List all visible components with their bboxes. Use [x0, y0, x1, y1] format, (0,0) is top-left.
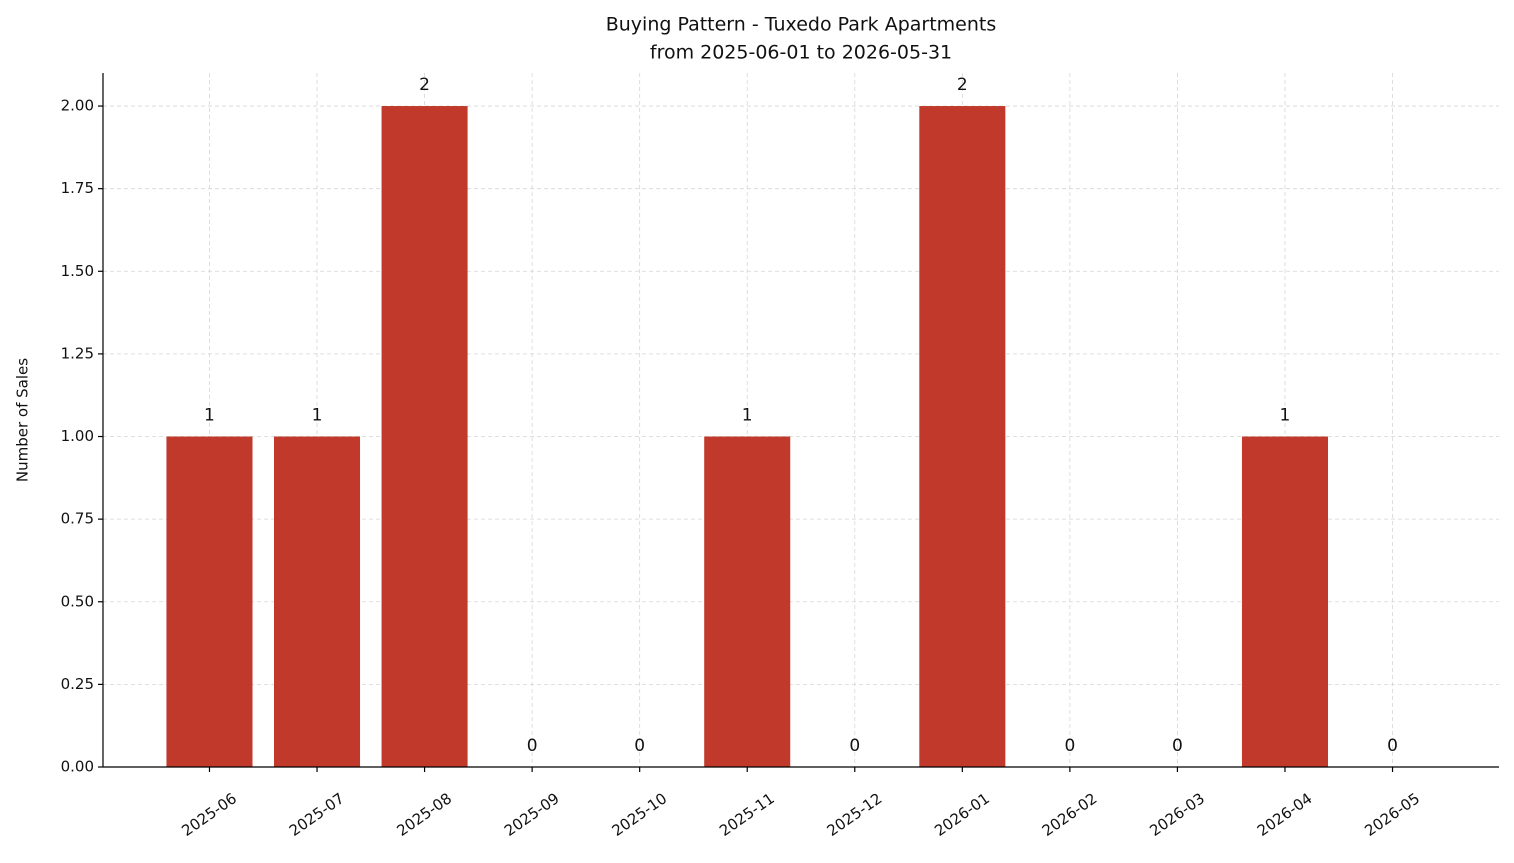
value-label: 1 [1280, 406, 1291, 426]
x-tick-label: 2025-08 [393, 789, 455, 840]
y-tick-label: 2.00 [61, 97, 94, 115]
y-tick-label: 1.75 [61, 179, 94, 197]
y-tick-label: 1.25 [61, 344, 94, 362]
x-tick-label: 2025-09 [501, 789, 563, 840]
x-tick-label: 2026-03 [1146, 789, 1208, 840]
chart-title: Buying Pattern - Tuxedo Park Apartments [606, 14, 997, 36]
bar [704, 436, 791, 767]
x-tick-label: 2025-07 [286, 789, 348, 840]
bar [166, 436, 253, 767]
value-label: 0 [1387, 736, 1398, 756]
y-axis-label: Number of Sales [14, 358, 32, 482]
value-label: 0 [634, 736, 645, 756]
x-tick-label: 2025-12 [824, 789, 886, 840]
bar [381, 106, 468, 768]
bar [1241, 436, 1328, 767]
value-label: 0 [849, 736, 860, 756]
x-tick-label: 2025-06 [178, 789, 240, 840]
y-tick-label: 0.50 [61, 592, 94, 610]
chart-subtitle: from 2025-06-01 to 2026-05-31 [650, 42, 952, 64]
bar [274, 436, 361, 767]
y-tick-label: 1.50 [61, 262, 94, 280]
value-label: 0 [527, 736, 538, 756]
x-tick-label: 2026-02 [1039, 789, 1101, 840]
x-tick-label: 2026-01 [931, 789, 993, 840]
y-tick-label: 0.25 [61, 675, 94, 693]
x-tick-label: 2026-05 [1361, 789, 1423, 840]
value-label: 2 [419, 75, 430, 95]
x-tick-label: 2026-04 [1254, 789, 1316, 840]
y-tick-label: 1.00 [61, 427, 94, 445]
bar [919, 106, 1006, 768]
y-tick-label: 0.00 [61, 758, 94, 776]
value-label: 0 [1064, 736, 1075, 756]
value-label: 1 [742, 406, 753, 426]
x-tick-label: 2025-11 [716, 789, 778, 840]
y-tick-label: 0.75 [61, 510, 94, 528]
x-tick-label: 2025-10 [609, 789, 671, 840]
value-label: 1 [312, 406, 323, 426]
value-label: 2 [957, 75, 968, 95]
value-label: 0 [1172, 736, 1183, 756]
value-label: 1 [204, 406, 215, 426]
